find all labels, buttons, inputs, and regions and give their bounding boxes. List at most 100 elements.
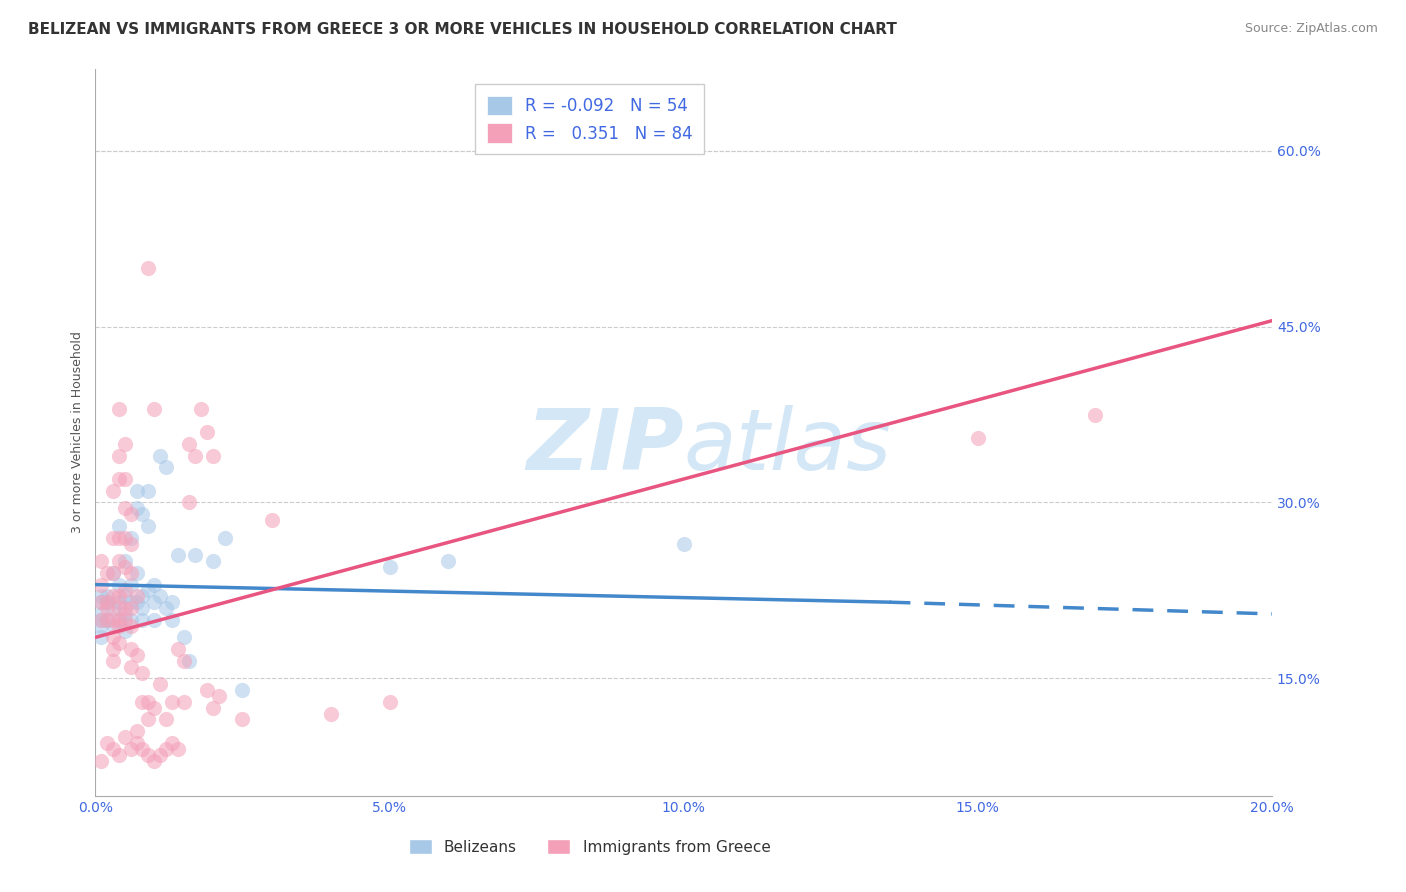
Point	[96, 613, 118, 627]
Point	[149, 747, 172, 762]
Point	[108, 401, 131, 416]
Point	[108, 577, 131, 591]
Point	[166, 548, 188, 562]
Point	[125, 483, 148, 498]
Point	[378, 695, 401, 709]
Point	[90, 618, 112, 632]
Point	[114, 590, 136, 604]
Point	[120, 601, 142, 615]
Point	[179, 654, 201, 668]
Point	[108, 747, 131, 762]
Point	[120, 507, 142, 521]
Point	[195, 683, 218, 698]
Point	[136, 260, 159, 275]
Point	[190, 401, 212, 416]
Point	[90, 554, 112, 568]
Point	[125, 648, 148, 662]
Point	[108, 554, 131, 568]
Point	[125, 566, 148, 580]
Point	[179, 495, 201, 509]
Point	[125, 501, 148, 516]
Point	[90, 595, 112, 609]
Point	[114, 613, 136, 627]
Point	[114, 624, 136, 639]
Point	[160, 595, 183, 609]
Point	[120, 531, 142, 545]
Point	[101, 642, 124, 657]
Point	[125, 590, 148, 604]
Point	[166, 741, 188, 756]
Point	[90, 613, 112, 627]
Point	[108, 601, 131, 615]
Point	[149, 590, 172, 604]
Point	[96, 595, 118, 609]
Point	[437, 554, 460, 568]
Point	[101, 566, 124, 580]
Point	[96, 566, 118, 580]
Point	[96, 613, 118, 627]
Point	[120, 577, 142, 591]
Point	[108, 618, 131, 632]
Point	[120, 536, 142, 550]
Point	[90, 595, 112, 609]
Point	[108, 519, 131, 533]
Point	[184, 449, 207, 463]
Point	[120, 613, 142, 627]
Point	[114, 472, 136, 486]
Point	[202, 449, 225, 463]
Legend: R = -0.092   N = 54, R =   0.351   N = 84: R = -0.092 N = 54, R = 0.351 N = 84	[475, 84, 704, 154]
Point	[108, 613, 131, 627]
Point	[114, 560, 136, 574]
Point	[101, 618, 124, 632]
Point	[260, 513, 283, 527]
Point	[202, 554, 225, 568]
Point	[179, 437, 201, 451]
Point	[155, 713, 177, 727]
Point	[136, 747, 159, 762]
Point	[143, 754, 166, 768]
Point	[136, 519, 159, 533]
Point	[114, 607, 136, 621]
Point	[96, 595, 118, 609]
Point	[114, 531, 136, 545]
Point	[672, 536, 695, 550]
Point	[214, 531, 236, 545]
Point	[143, 700, 166, 714]
Point	[131, 507, 153, 521]
Point	[208, 689, 231, 703]
Point	[131, 695, 153, 709]
Point	[114, 437, 136, 451]
Text: BELIZEAN VS IMMIGRANTS FROM GREECE 3 OR MORE VEHICLES IN HOUSEHOLD CORRELATION C: BELIZEAN VS IMMIGRANTS FROM GREECE 3 OR …	[28, 22, 897, 37]
Point	[131, 601, 153, 615]
Point	[90, 607, 112, 621]
Point	[131, 613, 153, 627]
Point	[149, 449, 172, 463]
Point	[125, 724, 148, 739]
Point	[114, 501, 136, 516]
Text: ZIP: ZIP	[526, 405, 683, 488]
Point	[114, 601, 136, 615]
Point	[136, 483, 159, 498]
Point	[90, 613, 112, 627]
Point	[160, 736, 183, 750]
Point	[108, 472, 131, 486]
Point	[319, 706, 342, 721]
Point	[96, 590, 118, 604]
Point	[136, 695, 159, 709]
Point	[114, 583, 136, 598]
Point	[108, 449, 131, 463]
Text: Source: ZipAtlas.com: Source: ZipAtlas.com	[1244, 22, 1378, 36]
Point	[125, 736, 148, 750]
Point	[101, 590, 124, 604]
Point	[101, 601, 124, 615]
Point	[108, 531, 131, 545]
Point	[108, 590, 131, 604]
Y-axis label: 3 or more Vehicles in Household: 3 or more Vehicles in Household	[72, 331, 84, 533]
Point	[120, 659, 142, 673]
Point	[202, 700, 225, 714]
Point	[1084, 408, 1107, 422]
Point	[160, 695, 183, 709]
Point	[131, 590, 153, 604]
Point	[101, 741, 124, 756]
Point	[108, 595, 131, 609]
